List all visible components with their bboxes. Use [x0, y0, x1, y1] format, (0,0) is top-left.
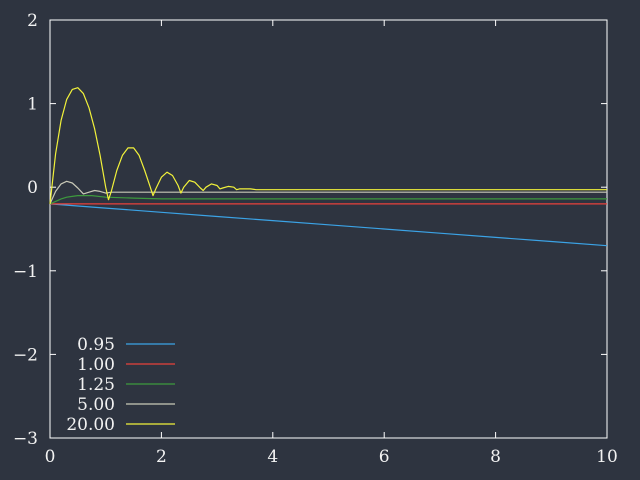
- series-lines: [49, 87, 608, 247]
- y-tick-label: 0: [27, 178, 38, 198]
- series-line-20.00: [49, 87, 607, 204]
- y-tick-label: −3: [13, 429, 38, 449]
- plot-frame: [49, 19, 608, 439]
- x-tick-label: 8: [490, 447, 501, 467]
- series-line-5.00: [49, 180, 607, 205]
- y-tick-label: 1: [27, 95, 38, 115]
- axis-tick-labels: 0 2 4 6 8 10 −3 −2 −1 0 1 2: [13, 11, 618, 467]
- x-tick-label: 0: [45, 447, 56, 467]
- x-tick-label: 2: [156, 447, 167, 467]
- legend-label: 1.00: [77, 355, 115, 375]
- x-tick-label: 6: [379, 447, 390, 467]
- legend-label: 5.00: [77, 395, 115, 415]
- y-tick-label: 2: [27, 11, 38, 31]
- y-tick-label: −1: [13, 262, 38, 282]
- axis-ticks: [49, 19, 608, 439]
- series-line-1.25: [49, 195, 607, 205]
- y-tick-label: −2: [13, 345, 38, 365]
- legend-label: 20.00: [66, 415, 115, 435]
- x-tick-label: 10: [596, 447, 618, 467]
- legend-label: 0.95: [77, 335, 115, 355]
- series-line-0.95: [49, 203, 608, 247]
- x-tick-label: 4: [267, 447, 278, 467]
- legend-label: 1.25: [77, 375, 115, 395]
